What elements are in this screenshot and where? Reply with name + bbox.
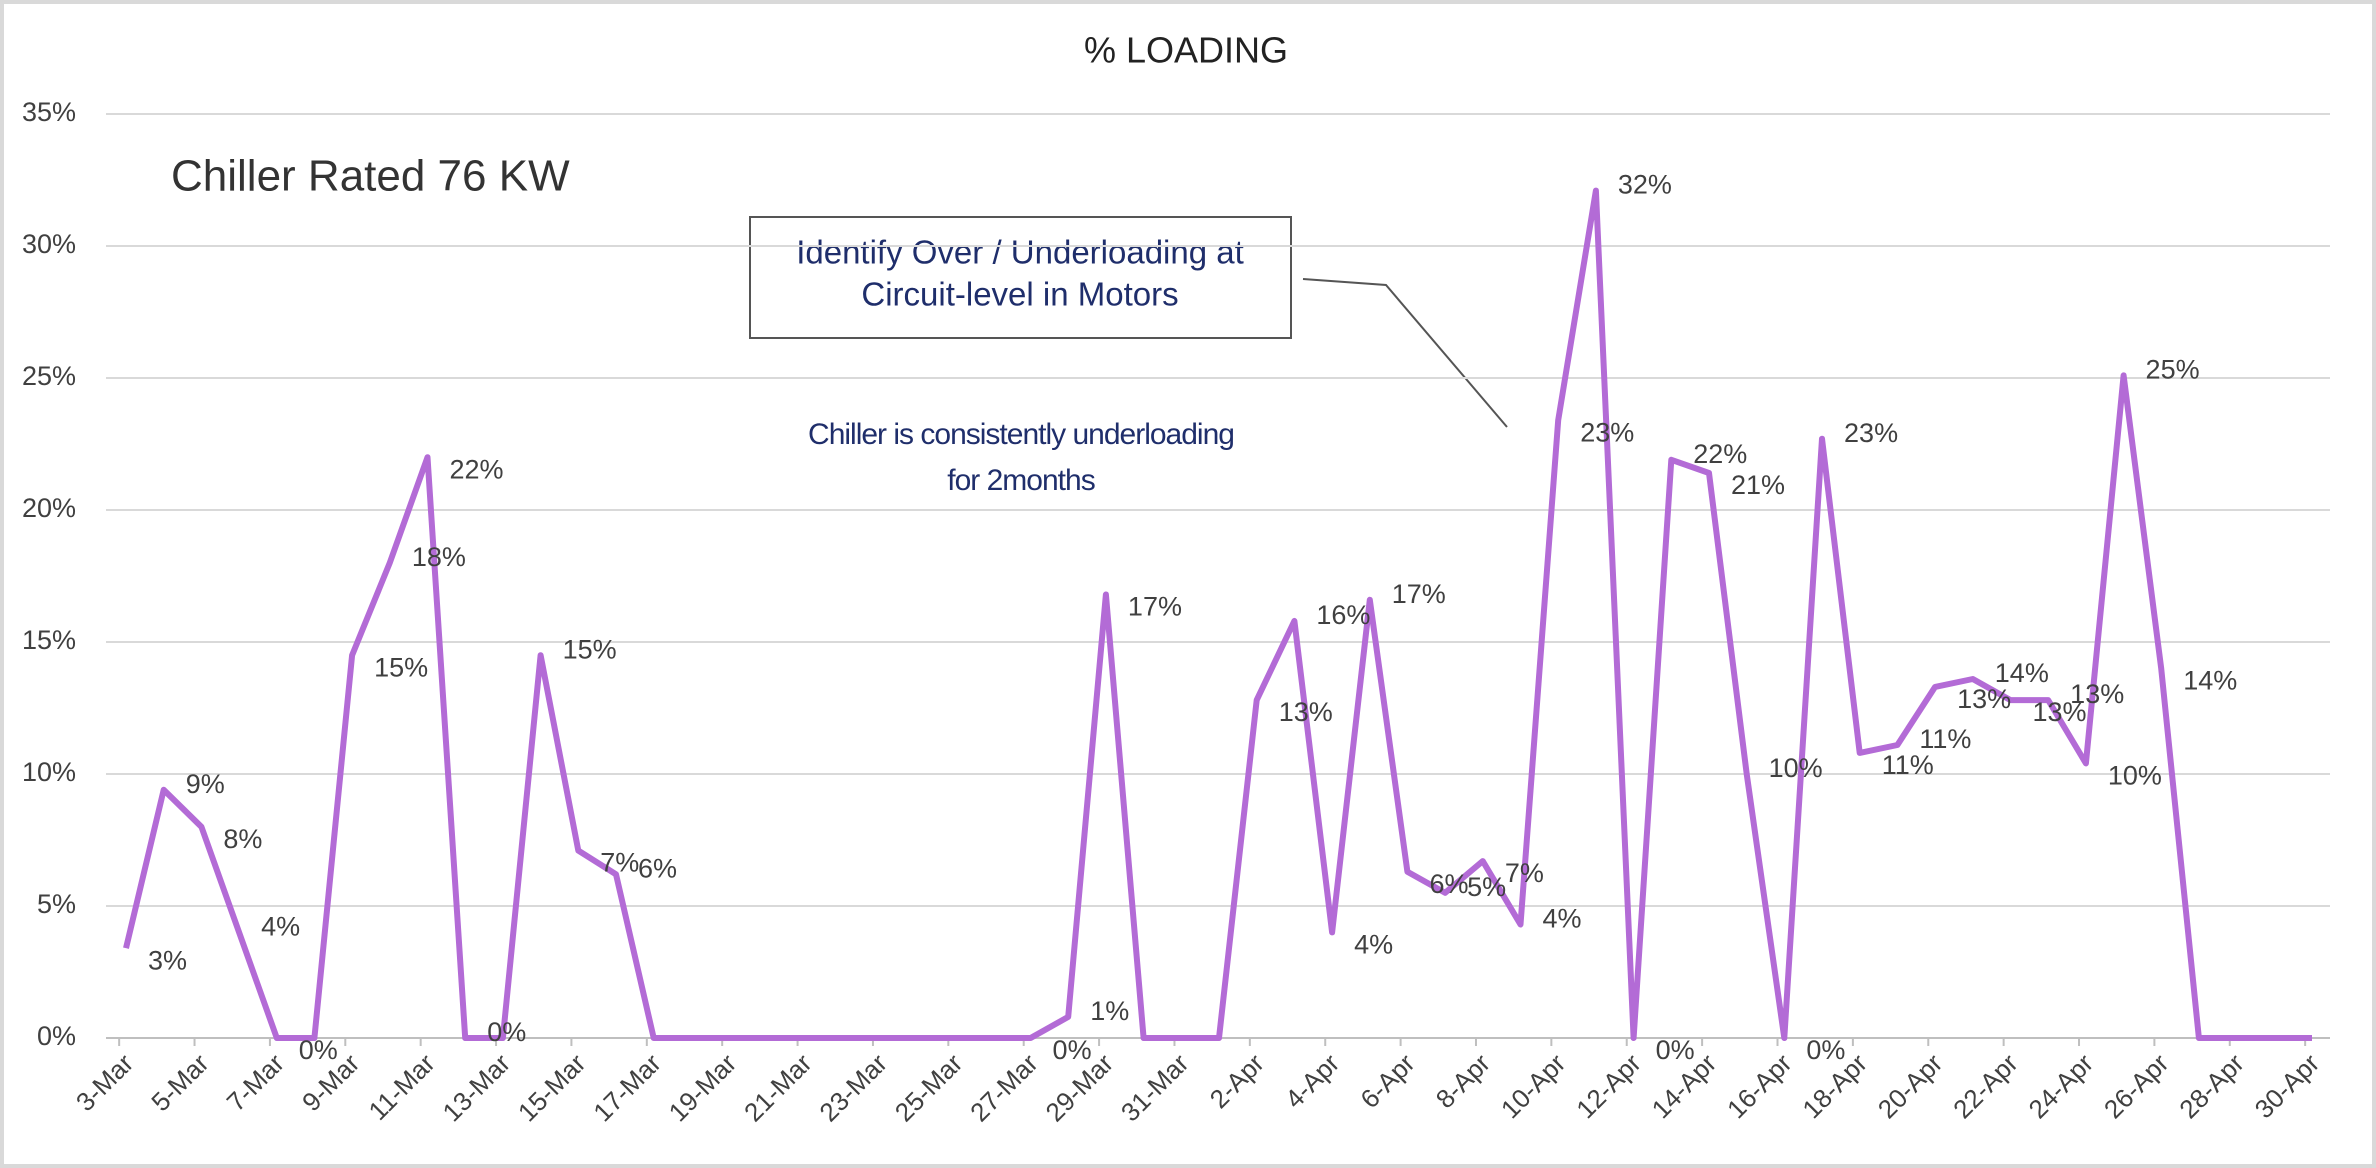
data-label: 16% xyxy=(1316,600,1370,630)
data-label: 18% xyxy=(412,542,466,572)
data-label: 15% xyxy=(374,652,428,682)
data-label: 13% xyxy=(1279,697,1333,727)
data-label: 7% xyxy=(600,848,639,878)
callout-box xyxy=(749,216,1292,339)
data-label: 23% xyxy=(1844,418,1898,448)
data-label: 8% xyxy=(223,824,262,854)
data-label: 0% xyxy=(1053,1035,1092,1065)
data-label: 6% xyxy=(1429,869,1468,899)
data-label: 15% xyxy=(563,634,617,664)
data-label: 0% xyxy=(487,1017,526,1047)
data-label: 9% xyxy=(186,769,225,799)
data-label: 11% xyxy=(1919,724,1971,754)
data-label: 14% xyxy=(2183,666,2237,696)
data-label: 10% xyxy=(1769,753,1823,783)
annotation: Chiller is consistently underloading xyxy=(808,418,1234,451)
y-tick-label: 35% xyxy=(22,97,76,127)
data-label: 13% xyxy=(2032,697,2086,727)
data-label: 10% xyxy=(2108,761,2162,791)
data-label: 3% xyxy=(148,945,187,975)
data-label: 13% xyxy=(1957,684,2011,714)
data-label: 22% xyxy=(450,454,504,484)
data-label: 6% xyxy=(638,853,677,883)
data-label: 21% xyxy=(1731,470,1785,500)
data-label: 4% xyxy=(261,912,300,942)
y-tick-label: 10% xyxy=(22,757,76,787)
data-label: 0% xyxy=(1656,1035,1695,1065)
y-tick-label: 30% xyxy=(22,229,76,259)
callout-text: Circuit-level in Motors xyxy=(861,276,1178,313)
y-tick-label: 15% xyxy=(22,625,76,655)
callout-text: Identify Over / Underloading at xyxy=(796,234,1244,271)
y-tick-label: 5% xyxy=(37,889,76,919)
data-label: 11% xyxy=(1882,750,1934,780)
data-label: 5% xyxy=(1467,872,1506,902)
y-tick-label: 0% xyxy=(37,1021,76,1051)
data-label: 0% xyxy=(299,1035,338,1065)
data-label: 14% xyxy=(1995,658,2049,688)
data-label: 13% xyxy=(2070,679,2124,709)
y-tick-label: 20% xyxy=(22,493,76,523)
data-label: 7% xyxy=(1505,858,1544,888)
data-label: 0% xyxy=(1806,1035,1845,1065)
data-label: 17% xyxy=(1392,579,1446,609)
data-label: 25% xyxy=(2146,354,2200,384)
data-label: 1% xyxy=(1090,996,1129,1026)
annotation: for 2months xyxy=(947,464,1094,497)
annotation: Chiller Rated 76 KW xyxy=(171,152,570,201)
data-label: 32% xyxy=(1618,170,1672,200)
callout-connector xyxy=(1302,278,1508,428)
chart-title: % LOADING xyxy=(1084,30,1288,71)
data-label: 17% xyxy=(1128,592,1182,622)
data-label: 4% xyxy=(1354,930,1393,960)
y-tick-label: 25% xyxy=(22,361,76,391)
data-label: 23% xyxy=(1580,417,1634,447)
data-label: 22% xyxy=(1693,439,1747,469)
data-line xyxy=(123,187,2312,1041)
data-label: 4% xyxy=(1543,904,1582,934)
